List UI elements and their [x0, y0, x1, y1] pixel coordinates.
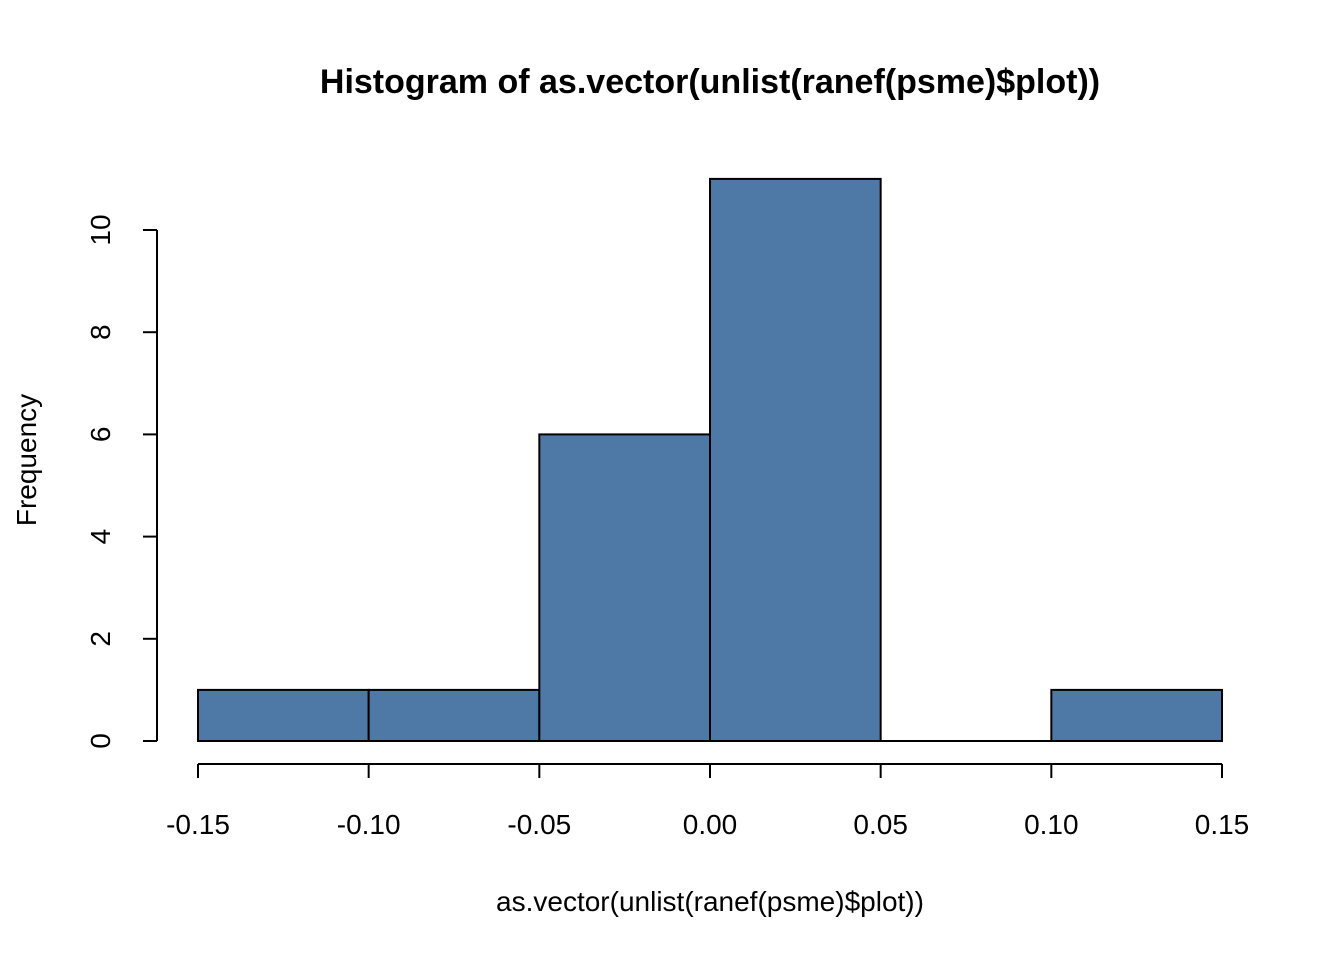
- y-tick-label-4: 8: [85, 324, 116, 340]
- x-tick-label-6: 0.15: [1195, 809, 1250, 840]
- y-tick-label-1: 2: [85, 631, 116, 647]
- x-tick-label-0: -0.15: [166, 809, 230, 840]
- x-tick-label-4: 0.05: [853, 809, 908, 840]
- y-axis-label: Frequency: [11, 394, 42, 526]
- y-tick-label-0: 0: [85, 733, 116, 749]
- bars-group: [197, 177, 1224, 743]
- histogram-bar-0: [197, 688, 370, 743]
- y-axis: 0 2 4 6 8 10: [85, 214, 158, 749]
- chart-title: Histogram of as.vector(unlist(ranef(psme…: [320, 63, 1100, 101]
- x-tick-label-1: -0.10: [337, 809, 401, 840]
- x-axis: -0.15 -0.10 -0.05 0.00 0.05 0.10 0.15: [166, 763, 1250, 840]
- histogram-bar-1: [367, 688, 541, 743]
- y-tick-label-2: 4: [85, 529, 116, 545]
- x-tick-label-2: -0.05: [507, 809, 571, 840]
- histogram-bar-2: [538, 433, 711, 742]
- x-axis-label: as.vector(unlist(ranef(psme)$plot)): [496, 886, 924, 917]
- histogram-bar-5: [1050, 688, 1224, 743]
- x-tick-label-3: 0.00: [683, 809, 738, 840]
- y-tick-label-5: 10: [85, 214, 116, 245]
- y-tick-label-3: 6: [85, 427, 116, 443]
- x-tick-label-5: 0.10: [1024, 809, 1079, 840]
- histogram-bar-3: [709, 177, 882, 742]
